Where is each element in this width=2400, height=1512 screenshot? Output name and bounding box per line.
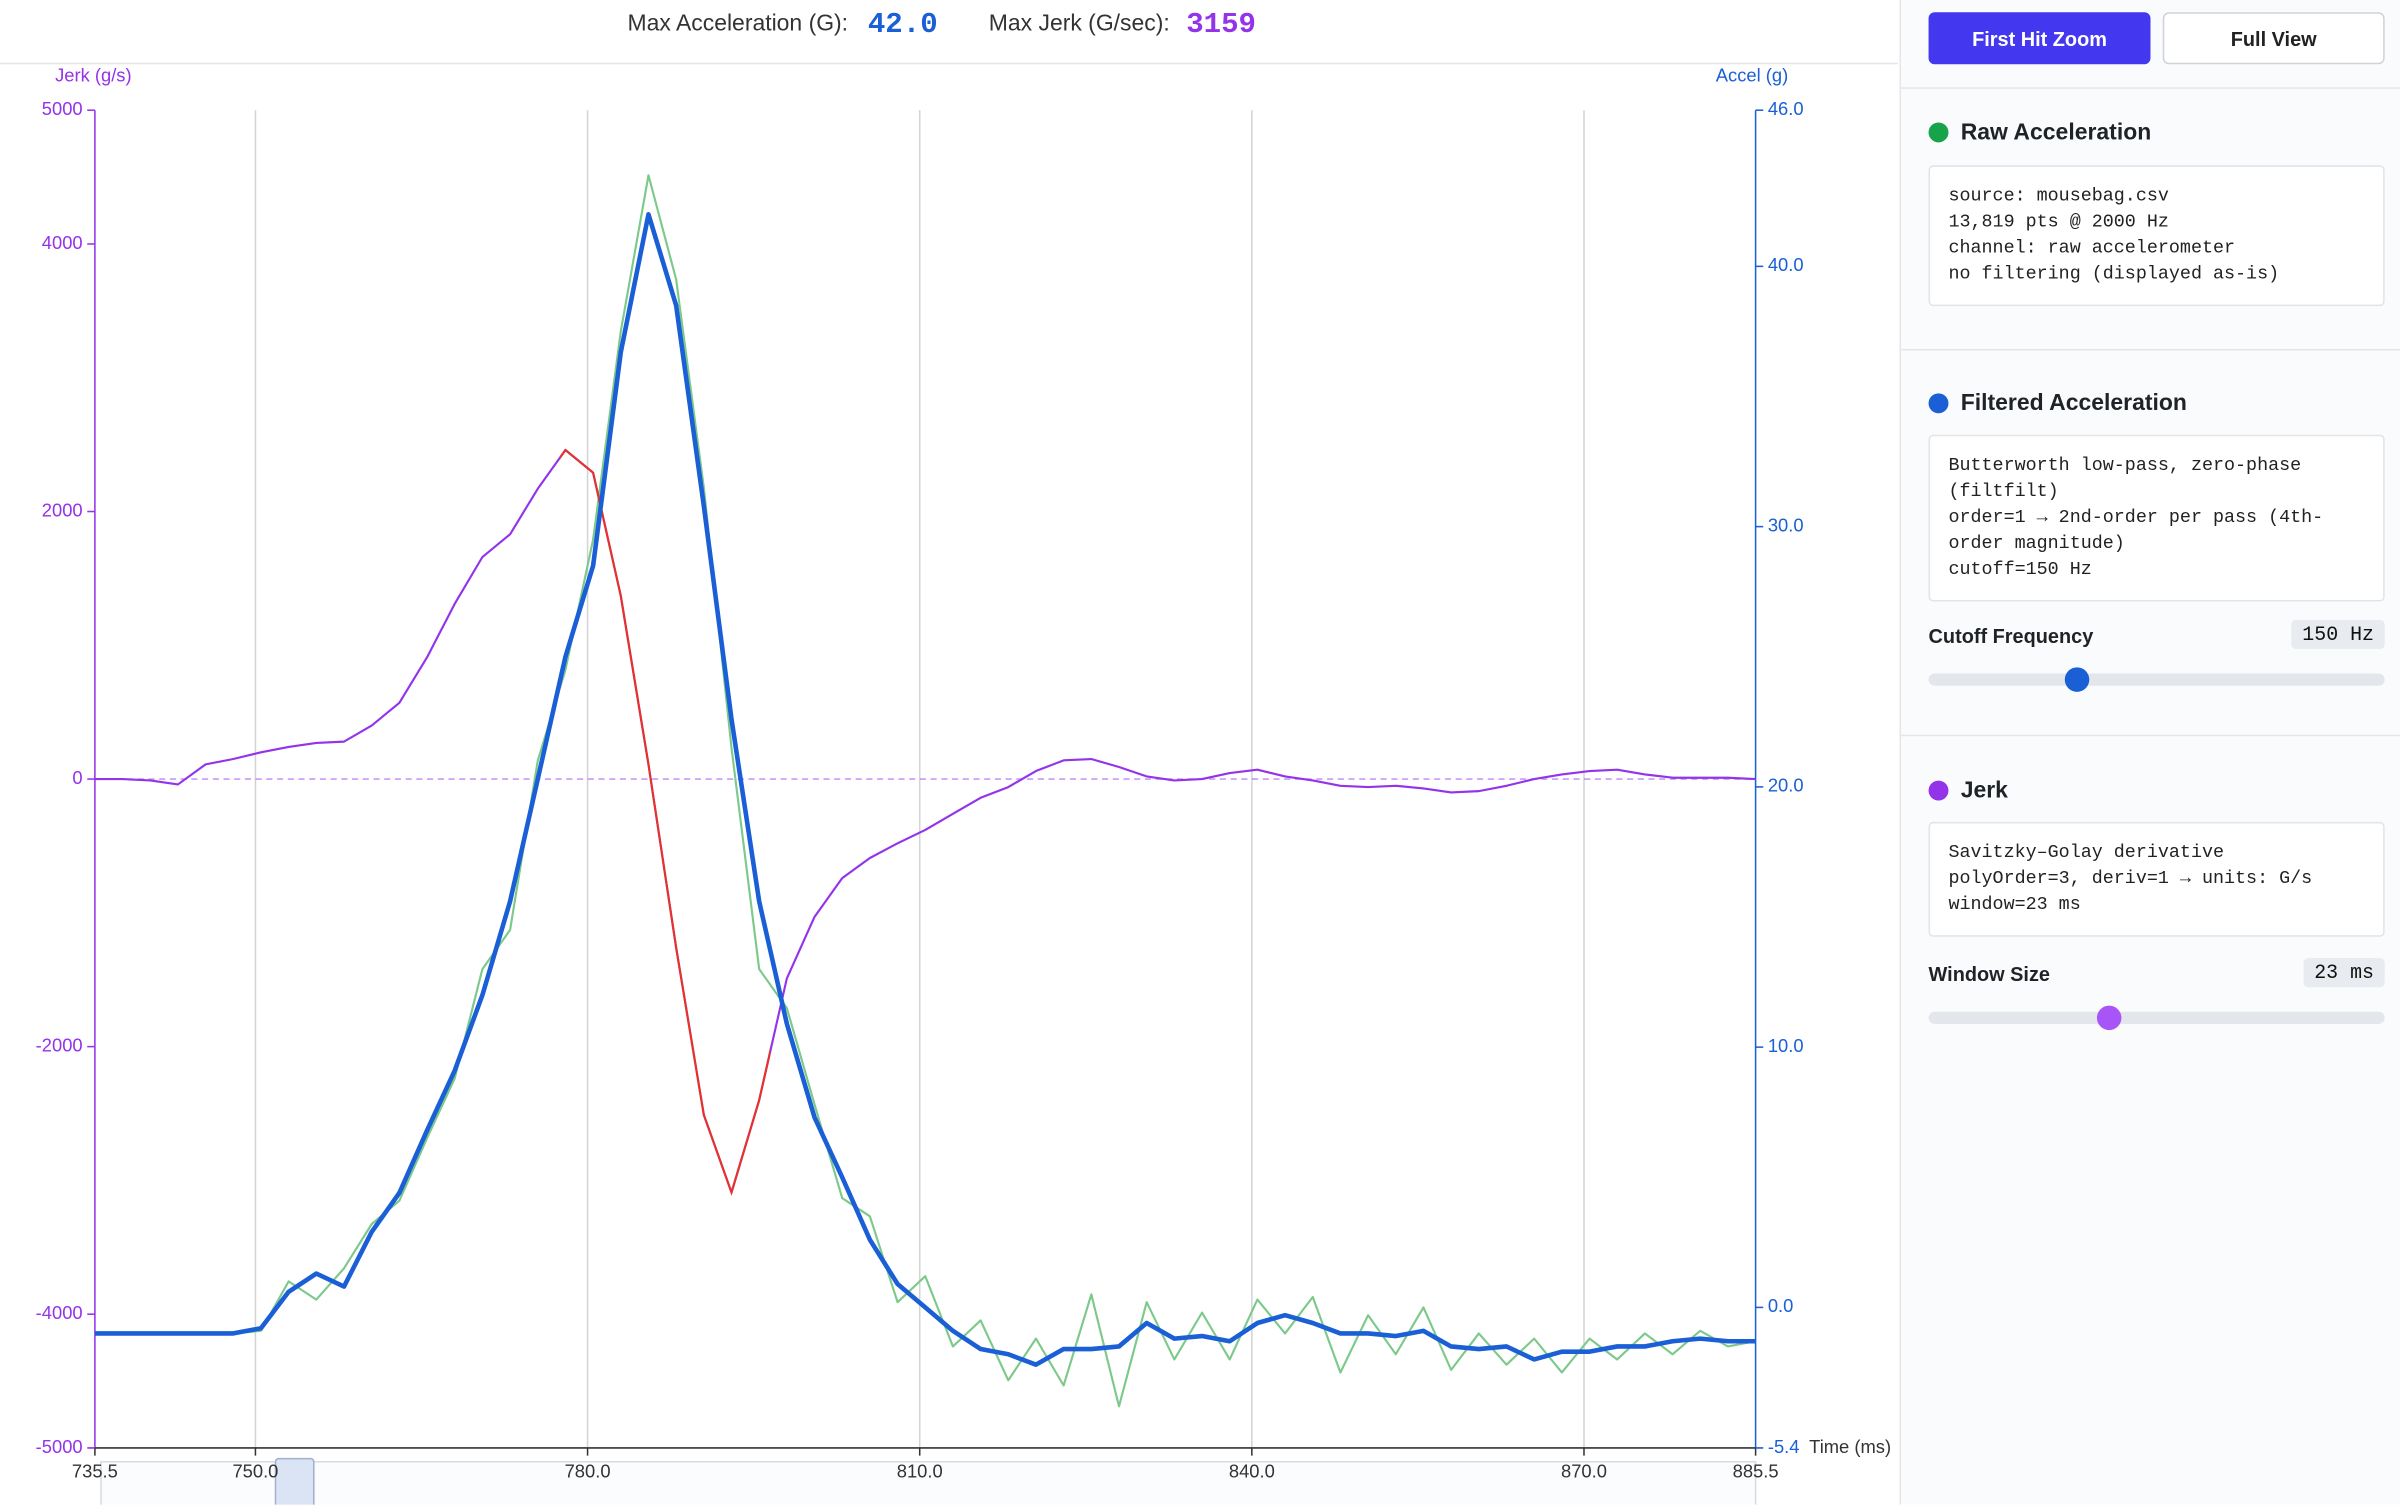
control-label: Window Size bbox=[1928, 962, 2050, 986]
series-dot bbox=[1928, 780, 1949, 801]
x-tick-label: 885.5 bbox=[1733, 1460, 1779, 1481]
divider bbox=[1901, 734, 2400, 737]
sidebar: First Hit Zoom Full View Raw Acceleratio… bbox=[1899, 0, 2400, 1505]
info-box: Savitzky–Golay derivative polyOrder=3, de… bbox=[1928, 821, 2385, 937]
section-title: Filtered Acceleration bbox=[1928, 390, 2187, 417]
section-title: Jerk bbox=[1928, 777, 2008, 804]
stat-label: Max Acceleration (G): bbox=[628, 10, 849, 36]
y-tick-label: 5000 bbox=[42, 98, 83, 119]
full-view-button[interactable]: Full View bbox=[2162, 12, 2385, 65]
x-tick-label: 735.5 bbox=[72, 1460, 118, 1481]
info-line: window=23 ms bbox=[1948, 893, 2081, 916]
slider-track[interactable] bbox=[1928, 1005, 2385, 1031]
info-line: source: mousebag.csv bbox=[1948, 185, 2169, 207]
info-line: channel: raw accelerometer bbox=[1948, 237, 2236, 259]
control-value: 150 Hz bbox=[2291, 619, 2385, 649]
section-title: Raw Acceleration bbox=[1928, 119, 2152, 146]
x-tick-label: 750.0 bbox=[232, 1460, 278, 1481]
control-label: Cutoff Frequency bbox=[1928, 624, 2094, 648]
y2-tick-label: 10.0 bbox=[1768, 1035, 1804, 1056]
series-name: Jerk bbox=[1960, 777, 2008, 804]
y-tick-label: -2000 bbox=[36, 1034, 83, 1055]
y2-tick-label: 40.0 bbox=[1768, 254, 1804, 275]
series-line bbox=[94, 212, 1756, 1367]
info-line: polyOrder=3, deriv=1 → units: G/s bbox=[1948, 867, 2313, 890]
x-tick-label: 840.0 bbox=[1229, 1460, 1275, 1481]
divider bbox=[1901, 348, 2400, 351]
chart: Max Acceleration (G): 42.0 Max Jerk (G/s… bbox=[0, 8, 1898, 1509]
divider bbox=[1901, 87, 2400, 89]
series-name: Raw Acceleration bbox=[1960, 119, 2152, 146]
info-box: Butterworth low-pass, zero-phase (filtfi… bbox=[1928, 434, 2385, 602]
series-name: Filtered Acceleration bbox=[1960, 390, 2187, 417]
x-tick-label: 780.0 bbox=[565, 1460, 611, 1481]
info-box: source: mousebag.csv 13,819 pts @ 2000 Hz… bbox=[1928, 165, 2385, 307]
stat-label: Max Jerk (G/sec): bbox=[989, 10, 1170, 36]
x-tick-label: 810.0 bbox=[897, 1460, 943, 1481]
overview-handle[interactable] bbox=[274, 1457, 315, 1509]
y-tick-label: 4000 bbox=[42, 232, 83, 253]
control-value: 23 ms bbox=[2303, 958, 2385, 988]
slider-track[interactable] bbox=[1928, 667, 2385, 692]
y2-tick-label: -5.4 bbox=[1768, 1436, 1800, 1457]
slider-thumb[interactable] bbox=[2096, 1005, 2122, 1031]
y-axis-label: Jerk (g/s) bbox=[55, 64, 132, 85]
info-line: Savitzky–Golay derivative bbox=[1948, 841, 2225, 864]
y-tick-label: -5000 bbox=[36, 1436, 83, 1457]
highlight-line bbox=[559, 448, 771, 1196]
y2-tick-label: 0.0 bbox=[1768, 1295, 1794, 1316]
stat-value: 3159 bbox=[1186, 8, 1256, 41]
y-tick-label: 2000 bbox=[42, 499, 83, 520]
x-axis-label: Time (ms) bbox=[1809, 1436, 1891, 1457]
stat-value: 42.0 bbox=[868, 8, 938, 41]
y-tick-label: 0 bbox=[72, 767, 82, 788]
series-dot bbox=[1928, 393, 1949, 414]
series-line bbox=[94, 174, 1756, 1408]
info-line: order=1 → 2nd-order per pass (4th-order … bbox=[1948, 506, 2324, 555]
info-line: 13,819 pts @ 2000 Hz bbox=[1948, 211, 2169, 233]
y2-tick-label: 46.0 bbox=[1768, 98, 1804, 119]
y2-tick-label: 20.0 bbox=[1768, 775, 1804, 796]
series-line bbox=[94, 448, 1756, 1194]
slider-thumb[interactable] bbox=[2064, 667, 2090, 692]
info-line: cutoff=150 Hz bbox=[1948, 558, 2092, 581]
info-line: no filtering (displayed as-is) bbox=[1948, 263, 2280, 285]
y2-axis-label: Accel (g) bbox=[1716, 64, 1788, 85]
zoom-button[interactable]: First Hit Zoom bbox=[1928, 12, 2151, 65]
info-line: Butterworth low-pass, zero-phase (filtfi… bbox=[1948, 454, 2302, 503]
x-tick-label: 870.0 bbox=[1561, 1460, 1607, 1481]
series-dot bbox=[1928, 122, 1949, 143]
y2-tick-label: 30.0 bbox=[1768, 514, 1804, 535]
y-tick-label: -4000 bbox=[36, 1302, 83, 1323]
